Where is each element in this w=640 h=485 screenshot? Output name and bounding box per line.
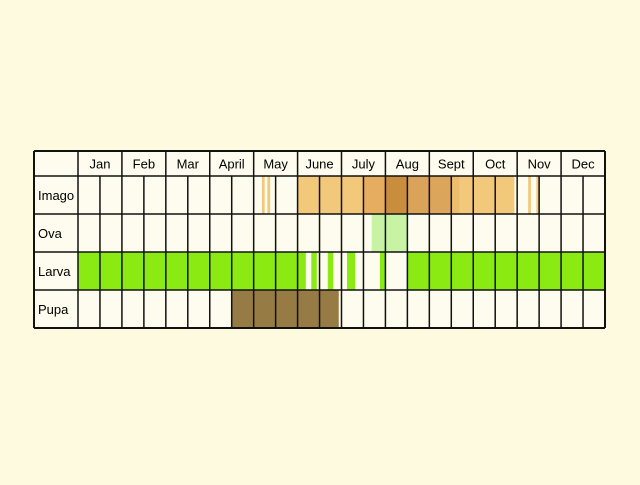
- month-label-nov: Nov: [528, 157, 552, 172]
- stage-span-imago-10: [536, 176, 540, 214]
- stage-span-larva-1: [311, 252, 317, 290]
- stage-span-imago-8: [459, 176, 515, 214]
- month-label-oct: Oct: [485, 157, 506, 172]
- month-label-jan: Jan: [89, 157, 110, 172]
- stage-span-imago-6: [429, 176, 452, 214]
- stage-span-imago-3: [363, 176, 386, 214]
- month-label-sept: Sept: [438, 157, 465, 172]
- stage-span-ova-0: [371, 214, 408, 252]
- stage-span-imago-0: [261, 176, 265, 214]
- stage-label-larva: Larva: [38, 264, 71, 279]
- stage-span-pupa-0: [231, 290, 339, 328]
- stage-span-imago-7: [451, 176, 460, 214]
- stage-span-imago-5: [407, 176, 430, 214]
- month-label-may: May: [263, 157, 288, 172]
- stage-span-larva-4: [379, 252, 386, 290]
- stage-span-imago-4: [385, 176, 408, 214]
- month-label-feb: Feb: [133, 157, 155, 172]
- stage-label-ova: Ova: [38, 226, 63, 241]
- stage-span-larva-5: [407, 252, 605, 290]
- stage-span-imago-9: [528, 176, 531, 214]
- stage-span-larva-3: [346, 252, 356, 290]
- stage-span-imago-1: [267, 176, 271, 214]
- stage-span-larva-0: [78, 252, 306, 290]
- month-label-july: July: [352, 157, 376, 172]
- month-label-mar: Mar: [177, 157, 200, 172]
- month-label-april: April: [219, 157, 245, 172]
- month-label-aug: Aug: [396, 157, 419, 172]
- stage-span-imago-2: [297, 176, 364, 214]
- stage-span-larva-2: [327, 252, 334, 290]
- month-label-june: June: [305, 157, 333, 172]
- month-label-dec: Dec: [571, 157, 595, 172]
- stage-label-imago: Imago: [38, 188, 74, 203]
- stage-label-pupa: Pupa: [38, 302, 69, 317]
